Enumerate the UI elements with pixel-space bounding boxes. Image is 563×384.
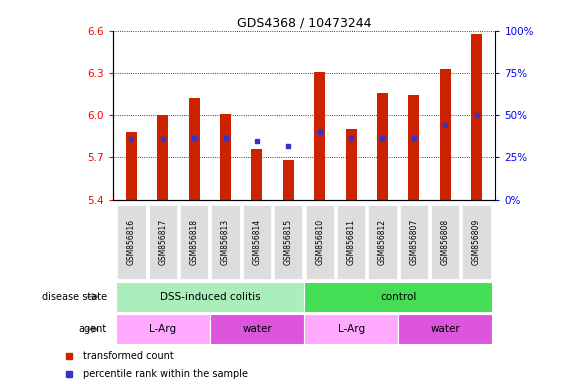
Text: GSM856811: GSM856811 [347, 219, 356, 265]
Text: L-Arg: L-Arg [338, 324, 365, 334]
Bar [252, 149, 262, 200]
FancyBboxPatch shape [400, 205, 428, 279]
Bar [408, 96, 419, 200]
FancyBboxPatch shape [306, 205, 334, 279]
Text: GSM856817: GSM856817 [158, 219, 167, 265]
FancyBboxPatch shape [149, 205, 177, 279]
FancyBboxPatch shape [462, 205, 491, 279]
Bar [377, 93, 388, 200]
Text: control: control [380, 291, 417, 302]
FancyBboxPatch shape [180, 205, 208, 279]
FancyBboxPatch shape [117, 205, 146, 279]
Bar [346, 129, 356, 200]
FancyBboxPatch shape [116, 314, 210, 344]
Text: GSM856813: GSM856813 [221, 219, 230, 265]
Text: agent: agent [79, 324, 107, 334]
Text: water: water [430, 324, 460, 334]
FancyBboxPatch shape [274, 205, 302, 279]
Text: disease state: disease state [42, 291, 107, 302]
Bar [471, 33, 482, 200]
Text: DSS-induced colitis: DSS-induced colitis [159, 291, 260, 302]
Bar [126, 132, 137, 200]
Bar [314, 71, 325, 200]
FancyBboxPatch shape [431, 205, 459, 279]
Text: water: water [242, 324, 272, 334]
Bar [157, 115, 168, 200]
Text: GSM856809: GSM856809 [472, 219, 481, 265]
Text: GSM856815: GSM856815 [284, 219, 293, 265]
Text: GSM856814: GSM856814 [252, 219, 261, 265]
FancyBboxPatch shape [304, 314, 398, 344]
FancyBboxPatch shape [337, 205, 365, 279]
FancyBboxPatch shape [116, 281, 304, 312]
FancyBboxPatch shape [368, 205, 396, 279]
FancyBboxPatch shape [210, 314, 304, 344]
FancyBboxPatch shape [243, 205, 271, 279]
Text: percentile rank within the sample: percentile rank within the sample [83, 369, 248, 379]
FancyBboxPatch shape [398, 314, 492, 344]
Bar [283, 160, 294, 200]
Text: GSM856816: GSM856816 [127, 219, 136, 265]
Bar [440, 69, 451, 200]
Text: GSM856812: GSM856812 [378, 219, 387, 265]
Text: GSM856807: GSM856807 [409, 219, 418, 265]
Text: GSM856818: GSM856818 [190, 219, 199, 265]
Bar [189, 98, 200, 200]
Text: GSM856808: GSM856808 [441, 219, 450, 265]
Bar [220, 114, 231, 200]
Text: GSM856810: GSM856810 [315, 219, 324, 265]
Text: L-Arg: L-Arg [149, 324, 176, 334]
Title: GDS4368 / 10473244: GDS4368 / 10473244 [237, 17, 371, 30]
FancyBboxPatch shape [212, 205, 240, 279]
FancyBboxPatch shape [304, 281, 492, 312]
Text: transformed count: transformed count [83, 351, 174, 361]
